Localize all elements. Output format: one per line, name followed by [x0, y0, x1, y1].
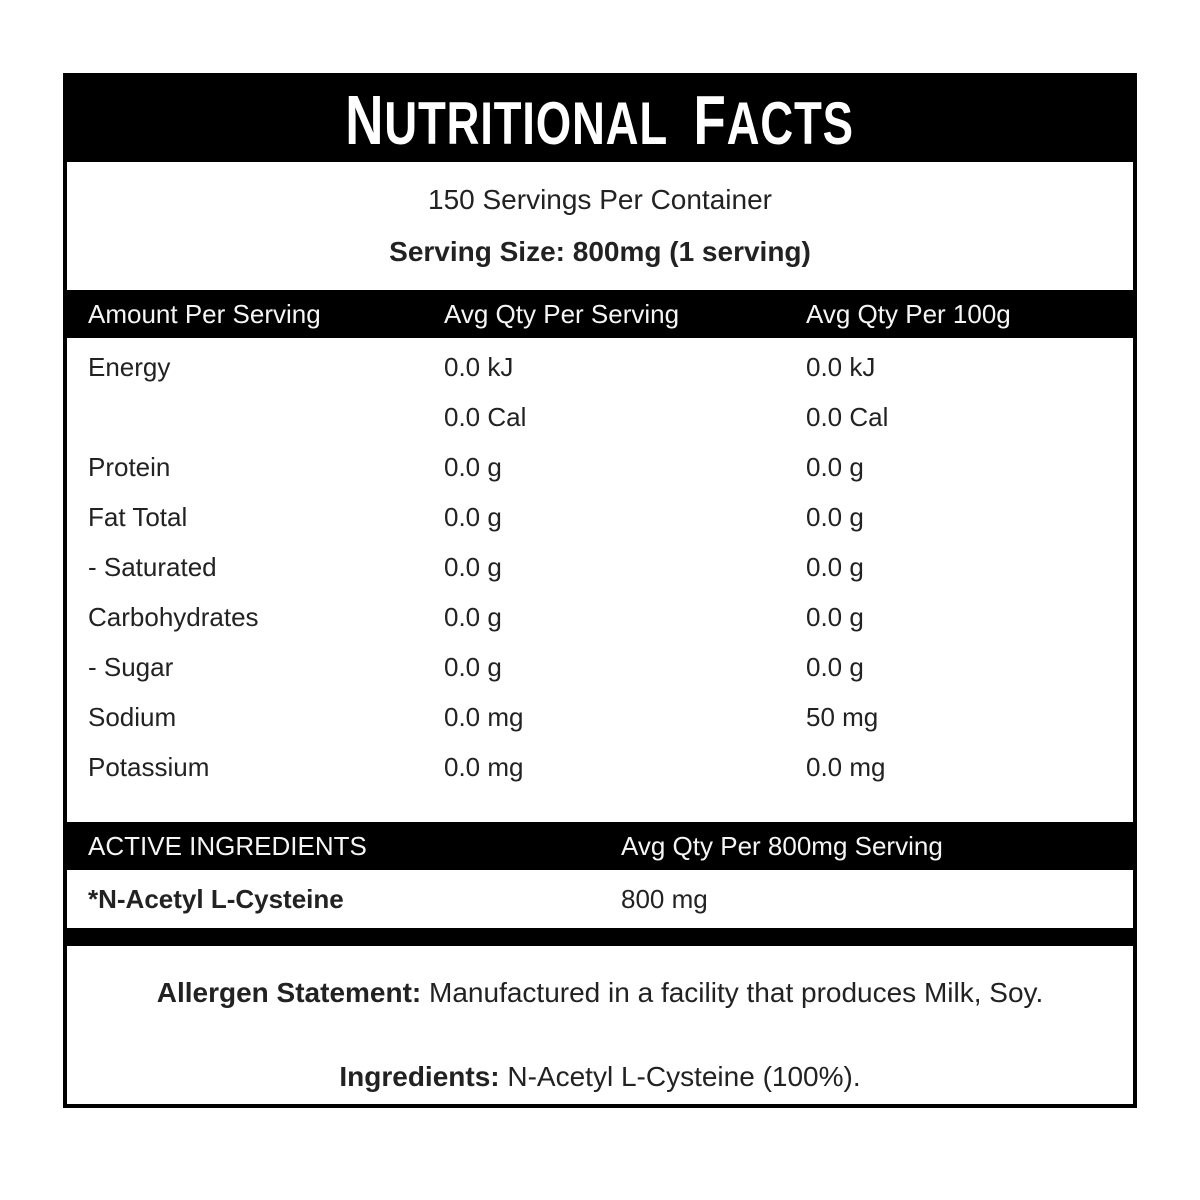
- ingredients-label: Ingredients:: [339, 1061, 500, 1092]
- active-ingredient-name: *N-Acetyl L-Cysteine: [88, 883, 344, 914]
- nutrient-name: Potassium: [88, 751, 210, 782]
- table-row-carbohydrates: Carbohydrates 0.0 g 0.0 g: [67, 592, 1133, 642]
- nutrient-per-100g: 0.0 g: [806, 601, 864, 632]
- active-ingredients-header: Active Ingredients Avg Qty Per 800mg Ser…: [67, 822, 1133, 870]
- table-row-sodium: Sodium 0.0 mg 50 mg: [67, 692, 1133, 742]
- nutrition-table-body: Energy 0.0 kJ 0.0 kJ 0.0 Cal 0.0 Cal Pro…: [67, 338, 1133, 822]
- nutrient-per-serving: 0.0 g: [444, 501, 502, 532]
- title-word-facts: Facts: [693, 80, 855, 159]
- title-word-nutritional: Nutritional: [345, 80, 669, 159]
- table-row-energy: Energy 0.0 kJ 0.0 kJ: [67, 342, 1133, 392]
- nutrient-name: Fat Total: [88, 501, 188, 532]
- ingredients-text: N-Acetyl L-Cysteine (100%).: [499, 1061, 861, 1092]
- active-ingredient-qty: 800 mg: [621, 883, 708, 914]
- header-avg-qty-per-serving: Avg Qty Per Serving: [444, 298, 680, 329]
- nutrient-per-serving: 0.0 g: [444, 551, 502, 582]
- nutrient-per-serving: 0.0 g: [444, 651, 502, 682]
- nutrient-per-100g: 0.0 kJ: [806, 351, 876, 382]
- nutrient-per-100g: 0.0 mg: [806, 751, 886, 782]
- nutrient-name: Carbohydrates: [88, 601, 259, 632]
- nutrient-per-serving: 0.0 mg: [444, 701, 524, 732]
- servings-per-container: 150 Servings Per Container: [428, 184, 772, 215]
- ingredients-statement: Ingredients: N-Acetyl L-Cysteine (100%).: [339, 1061, 860, 1093]
- table-row-fat-total: Fat Total 0.0 g 0.0 g: [67, 492, 1133, 542]
- active-ingredients-title: Active Ingredients: [88, 830, 367, 861]
- nutrition-label: Nutritional Facts 150 Servings Per Conta…: [63, 73, 1137, 1108]
- allergen-statement-text: Manufactured in a facility that produces…: [421, 977, 1044, 1008]
- serving-info-section: 150 Servings Per Container Serving Size:…: [67, 162, 1133, 290]
- title-bar: Nutritional Facts: [67, 77, 1133, 162]
- active-ingredient-row: *N-Acetyl L-Cysteine 800 mg: [67, 870, 1133, 928]
- allergen-statement-label: Allergen Statement:: [156, 977, 422, 1008]
- serving-size: Serving Size: 800mg (1 serving): [389, 236, 811, 267]
- nutrient-name: Protein: [88, 451, 171, 482]
- page-title: Nutritional Facts: [346, 80, 854, 160]
- nutrient-per-100g: 0.0 g: [806, 551, 864, 582]
- nutrient-per-serving: 0.0 g: [444, 601, 502, 632]
- nutrient-name: Energy: [88, 351, 171, 382]
- nutrient-per-serving: 0.0 kJ: [444, 351, 514, 382]
- table-row-potassium: Potassium 0.0 mg 0.0 mg: [67, 742, 1133, 792]
- header-amount-per-serving: Amount Per Serving: [88, 298, 321, 329]
- table-row-sugar: - Sugar 0.0 g 0.0 g: [67, 642, 1133, 692]
- nutrient-per-100g: 0.0 g: [806, 501, 864, 532]
- separator-bar: [67, 928, 1133, 946]
- nutrient-per-100g: 0.0 g: [806, 451, 864, 482]
- table-row-protein: Protein 0.0 g 0.0 g: [67, 442, 1133, 492]
- nutrient-name: - Sugar: [88, 651, 174, 682]
- nutrient-per-100g: 0.0 g: [806, 651, 864, 682]
- allergen-section: Allergen Statement: Manufactured in a fa…: [67, 946, 1133, 1104]
- nutrition-table-header: Amount Per Serving Avg Qty Per Serving A…: [67, 290, 1133, 338]
- nutrient-per-serving: 0.0 Cal: [444, 401, 527, 432]
- table-row-saturated: - Saturated 0.0 g 0.0 g: [67, 542, 1133, 592]
- allergen-statement: Allergen Statement: Manufactured in a fa…: [157, 977, 1044, 1009]
- nutrient-name: - Saturated: [88, 551, 217, 582]
- nutrient-name: Sodium: [88, 701, 177, 732]
- nutrient-per-serving: 0.0 mg: [444, 751, 524, 782]
- nutrient-per-100g: 50 mg: [806, 701, 879, 732]
- table-row-energy-cal: 0.0 Cal 0.0 Cal: [67, 392, 1133, 442]
- header-avg-qty-per-100g: Avg Qty Per 100g: [806, 298, 1011, 329]
- nutrient-per-serving: 0.0 g: [444, 451, 502, 482]
- nutrient-per-100g: 0.0 Cal: [806, 401, 889, 432]
- active-ingredients-qty-header: Avg Qty Per 800mg Serving: [621, 830, 943, 861]
